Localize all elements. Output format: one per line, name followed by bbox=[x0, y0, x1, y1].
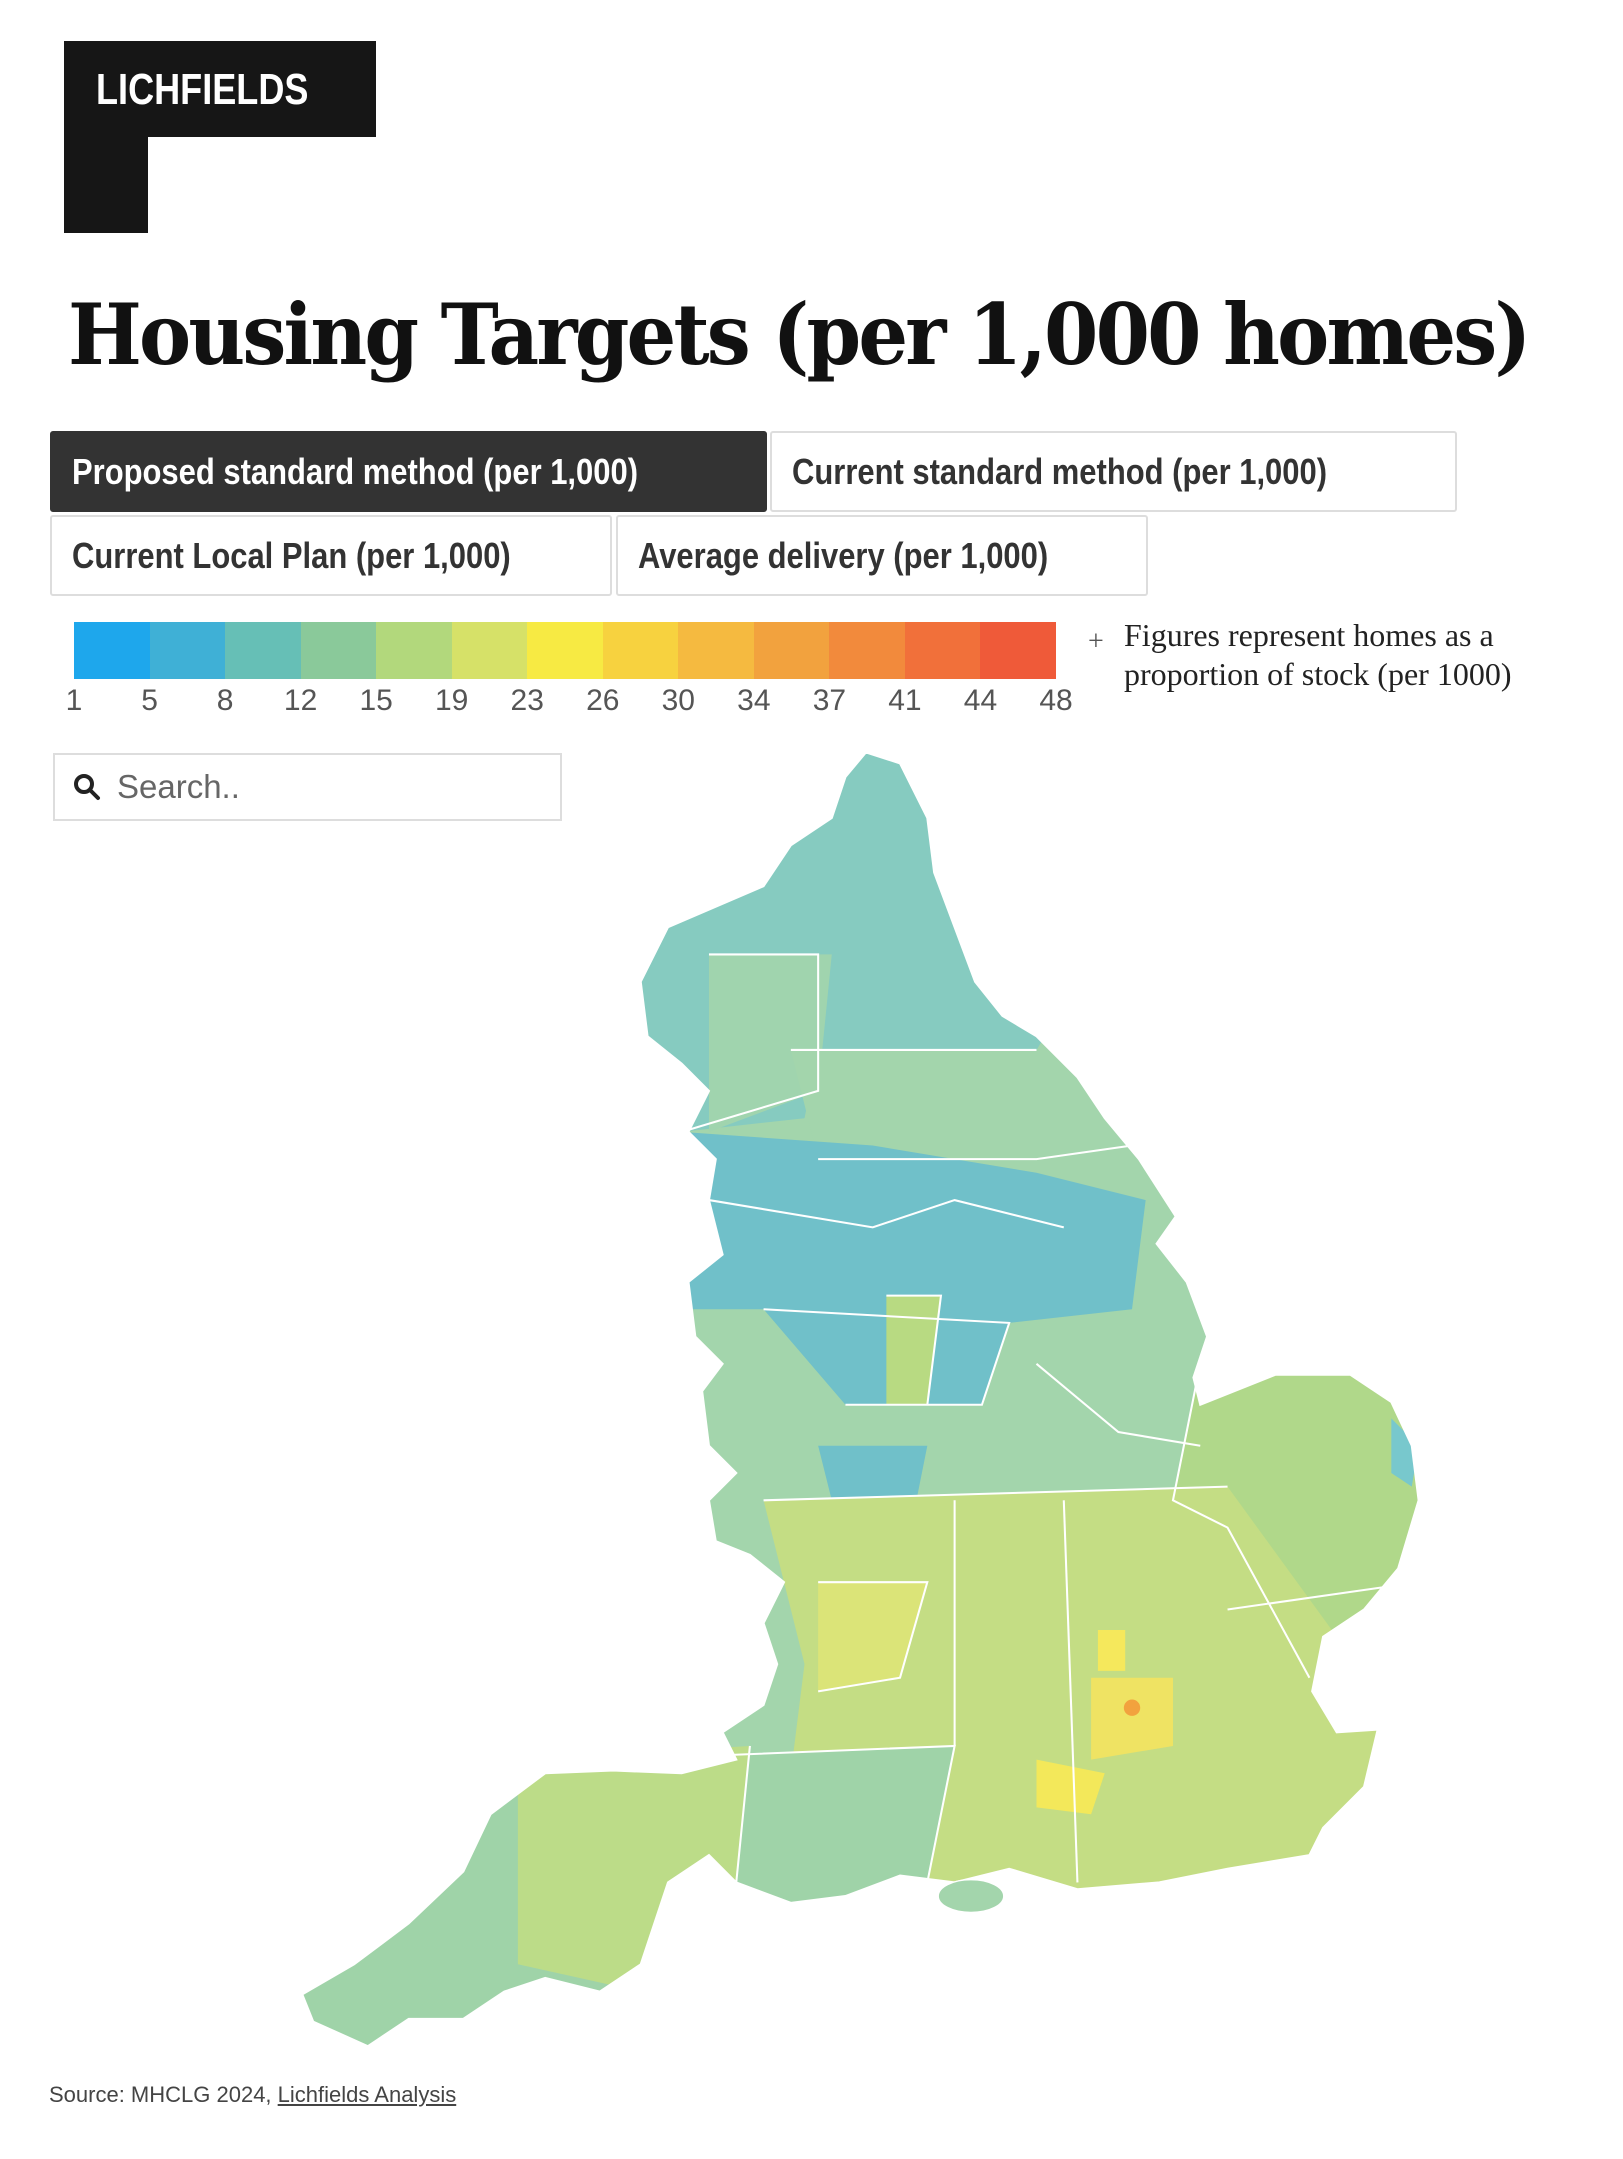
legend-swatch bbox=[149, 622, 226, 679]
logo-text: LICHFIELDS bbox=[96, 65, 309, 114]
region-leeds[interactable] bbox=[886, 1295, 941, 1405]
legend-swatch bbox=[904, 622, 981, 679]
region-london-hotspot[interactable] bbox=[1123, 1699, 1141, 1716]
legend-tick-label: 1 bbox=[65, 684, 83, 717]
tab-label: Current standard method (per 1,000) bbox=[792, 450, 1328, 492]
tab-label: Current Local Plan (per 1,000) bbox=[72, 534, 511, 576]
region-isle-of-wight[interactable] bbox=[937, 1879, 1005, 1914]
tab-label: Average delivery (per 1,000) bbox=[638, 534, 1049, 576]
legend-tick-label: 37 bbox=[812, 684, 847, 717]
legend-note: + Figures represent homes as a proportio… bbox=[1088, 616, 1564, 694]
legend-tick-label: 12 bbox=[283, 684, 318, 717]
legend-tick-label: 48 bbox=[1039, 684, 1073, 717]
map-regions bbox=[302, 752, 1419, 2047]
tab-current-local-plan[interactable]: Current Local Plan (per 1,000) bbox=[50, 515, 612, 596]
page-title: Housing Targets (per 1,000 homes) bbox=[68, 285, 1531, 384]
search-icon bbox=[74, 774, 100, 800]
region-great-yarmouth[interactable] bbox=[1391, 1418, 1419, 1487]
region-london[interactable] bbox=[1091, 1677, 1173, 1760]
legend-swatch bbox=[300, 622, 377, 679]
lichfields-logo: LICHFIELDS bbox=[64, 41, 376, 233]
region-northwest-urban[interactable] bbox=[681, 1131, 1146, 1405]
legend-swatch bbox=[602, 622, 679, 679]
legend-swatch bbox=[829, 622, 905, 679]
legend-note-text: Figures represent homes as a proportion … bbox=[1124, 617, 1512, 692]
color-legend bbox=[74, 622, 1056, 679]
search-box[interactable] bbox=[53, 753, 562, 821]
legend-swatch bbox=[678, 622, 754, 679]
legend-tick-label: 23 bbox=[510, 684, 544, 717]
legend-swatch bbox=[753, 622, 830, 679]
legend-tick-label: 5 bbox=[141, 684, 158, 717]
region-hampshire-hotspot[interactable] bbox=[1036, 1759, 1105, 1815]
tab-proposed-standard-method[interactable]: Proposed standard method (per 1,000) bbox=[50, 431, 767, 512]
legend-swatch bbox=[980, 622, 1056, 679]
tab-label: Proposed standard method (per 1,000) bbox=[72, 450, 639, 492]
region-oxford-cotswold[interactable] bbox=[818, 1582, 928, 1692]
legend-ticks: 1 5 8 12 15 19 23 26 30 34 37 41 44 48 bbox=[66, 684, 1073, 720]
legend-swatch bbox=[527, 622, 603, 679]
legend-tick-label: 44 bbox=[963, 684, 998, 717]
plus-icon: + bbox=[1088, 626, 1104, 657]
tab-average-delivery[interactable]: Average delivery (per 1,000) bbox=[616, 515, 1148, 596]
region-stevenage[interactable] bbox=[1097, 1629, 1126, 1671]
legend-swatch bbox=[451, 622, 528, 679]
england-choropleth-map[interactable] bbox=[290, 740, 1450, 2060]
legend-swatch bbox=[225, 622, 301, 679]
region-boundaries bbox=[302, 953, 1419, 1883]
source-prefix: Source: MHCLG 2024, bbox=[49, 2082, 278, 2107]
source-note: Source: MHCLG 2024, Lichfields Analysis bbox=[49, 2082, 456, 2108]
legend-tick-label: 19 bbox=[435, 684, 469, 717]
legend-swatch bbox=[376, 622, 452, 679]
source-link[interactable]: Lichfields Analysis bbox=[277, 2082, 457, 2107]
search-input[interactable] bbox=[115, 767, 539, 807]
legend-tick-label: 41 bbox=[888, 684, 922, 717]
legend-tick-label: 34 bbox=[737, 684, 771, 717]
legend-swatch bbox=[74, 622, 150, 679]
legend-tick-label: 30 bbox=[661, 684, 695, 717]
tab-current-standard-method[interactable]: Current standard method (per 1,000) bbox=[770, 431, 1457, 512]
legend-tick-label: 26 bbox=[586, 684, 620, 717]
region-devon[interactable] bbox=[517, 1745, 750, 1992]
legend-tick-label: 15 bbox=[359, 684, 393, 717]
legend-tick-label: 8 bbox=[216, 684, 234, 717]
region-north-yorkshire[interactable] bbox=[790, 1049, 1133, 1160]
